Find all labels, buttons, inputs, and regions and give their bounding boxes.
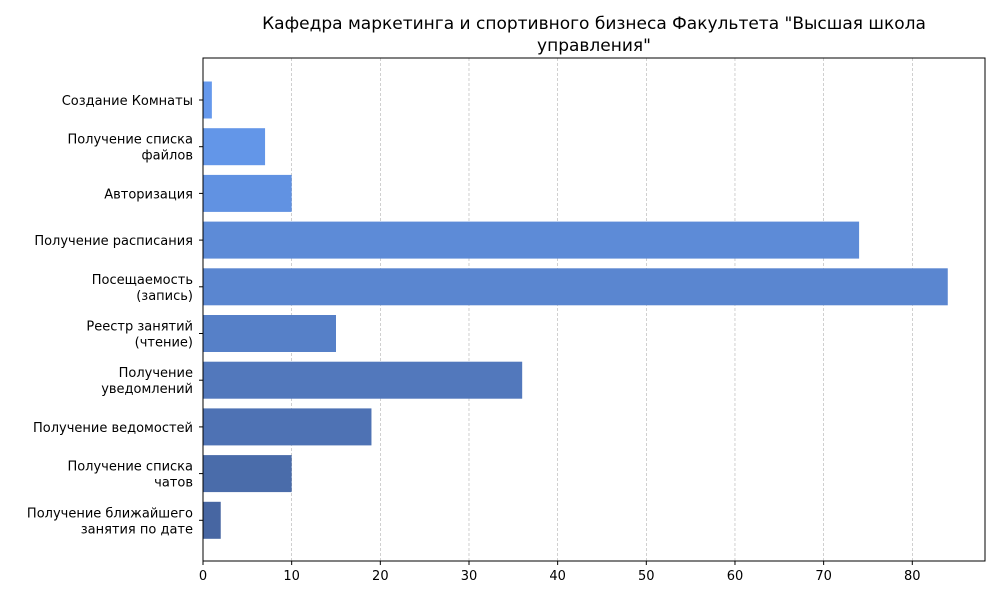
category-label: Создание Комнаты xyxy=(62,94,193,109)
x-tick-label: 30 xyxy=(461,569,478,584)
category-label: Получение ближайшего xyxy=(27,506,193,521)
category-label: Получение xyxy=(119,366,193,381)
category-label: чатов xyxy=(154,476,193,491)
x-tick-label: 80 xyxy=(904,569,921,584)
category-label: Получение списка xyxy=(67,460,193,475)
category-label: файлов xyxy=(142,149,193,164)
bar xyxy=(203,361,523,399)
x-tick-label: 0 xyxy=(199,569,207,584)
chart-title-line: управления" xyxy=(537,36,651,56)
gridlines xyxy=(202,58,913,561)
plot-frame xyxy=(202,57,986,562)
category-label: уведомлений xyxy=(101,382,193,397)
x-tick-label: 60 xyxy=(727,569,744,584)
bar xyxy=(203,268,948,306)
bar xyxy=(203,455,292,493)
category-label: (чтение) xyxy=(135,336,193,351)
x-tick-label: 70 xyxy=(815,569,832,584)
bar xyxy=(203,408,372,446)
bar xyxy=(203,81,212,119)
x-tick-label: 20 xyxy=(372,569,389,584)
category-label: (запись) xyxy=(136,289,193,304)
category-label: Получение списка xyxy=(67,133,193,148)
category-label: Получение расписания xyxy=(34,234,193,249)
bar xyxy=(203,501,221,539)
category-label: Авторизация xyxy=(104,187,193,202)
x-tick-label: 10 xyxy=(283,569,300,584)
category-label: Реестр занятий xyxy=(86,320,193,335)
x-tick-label: 40 xyxy=(549,569,566,584)
bar xyxy=(203,128,266,166)
category-label: занятия по дате xyxy=(81,522,193,537)
x-tick-label: 50 xyxy=(638,569,655,584)
bar xyxy=(203,174,292,212)
bars xyxy=(203,81,948,539)
bar xyxy=(203,315,336,352)
chart-title: Кафедра маркетинга и спортивного бизнеса… xyxy=(262,14,926,56)
category-label: Получение ведомостей xyxy=(33,421,193,436)
category-label: Посещаемость xyxy=(92,273,193,288)
chart-title-line: Кафедра маркетинга и спортивного бизнеса… xyxy=(262,14,926,34)
bar xyxy=(203,221,860,259)
x-axis: 0 10 20 30 40 50 60 70 80 xyxy=(199,561,921,584)
